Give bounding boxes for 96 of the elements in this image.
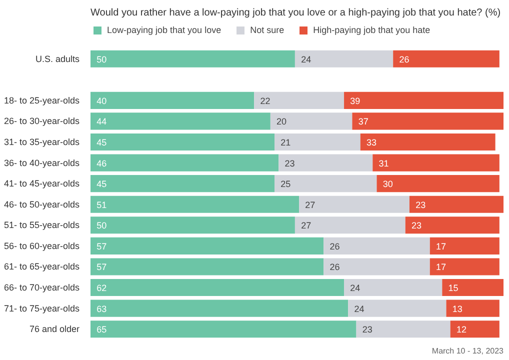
y-tick-label: 51- to 55-year-olds [4,220,80,230]
data-label: 23 [362,324,372,335]
text: March 10 - 13, 2023 [432,346,504,356]
bar [90,50,295,68]
data-label: 31 [378,158,389,168]
bar [324,258,430,276]
data-label: 44 [96,116,107,127]
bar [90,112,270,130]
bar [393,50,500,68]
data-label: 40 [96,96,107,106]
y-tick-label: 71- to 75-year-olds [4,303,80,314]
bar [446,300,500,317]
data-label: 21 [280,138,291,148]
y-tick-label: 26- to 30-year-olds [4,116,80,126]
y-tick-label: 76 and older [29,324,80,334]
data-label: 57 [96,241,107,252]
data-label: 26 [330,241,340,252]
data-label: 23 [411,220,422,231]
data-label: 33 [366,138,377,148]
bar [270,112,352,130]
bar [90,320,356,338]
bar [90,175,275,192]
y-tick-label: 61- to 65-year-olds [4,262,80,272]
data-label: 24 [301,54,312,64]
y-tick-label: 31- to 35-year-olds [4,137,80,147]
bar [430,258,500,276]
y-tick-label: 18- to 25-year-olds [4,95,80,106]
bar [450,320,500,338]
bar [409,196,504,213]
data-label: 50 [96,220,107,231]
data-label: 13 [452,304,462,314]
bar [90,133,275,151]
bar [344,279,442,296]
bar [294,216,406,234]
bar [90,237,324,254]
y-tick-label: 36- to 40-year-olds [4,158,80,168]
data-label: 23 [284,158,295,168]
data-label: 23 [416,200,426,210]
data-label: 65 [96,324,107,335]
bar [344,92,504,109]
bar [372,154,500,172]
bar [430,237,500,254]
bar [90,216,295,234]
bar [360,133,496,151]
data-label: 17 [436,262,446,272]
bar [352,112,504,130]
data-label: 24 [350,283,360,294]
data-label: 26 [399,54,410,64]
bar [90,258,324,276]
bar [90,92,254,109]
bar [90,300,348,317]
data-label: 45 [96,138,107,148]
bar [278,154,373,172]
data-label: 50 [96,54,107,64]
data-label: 45 [96,179,107,190]
bar [442,279,504,296]
bar [90,196,300,213]
bar [324,237,430,254]
legend-label: High-paying job that you hate [313,25,430,35]
y-tick-label: 41- to 45-year-olds [4,178,80,189]
data-label: 27 [301,220,312,231]
data-label: 62 [96,283,107,294]
data-label: 20 [276,116,287,127]
bar [348,300,446,317]
data-label: 24 [354,304,364,314]
data-label: 57 [96,262,107,272]
bar [254,92,344,109]
data-label: 39 [350,96,360,106]
data-label: 17 [436,241,446,252]
data-label: 12 [456,324,466,335]
bar [376,175,500,192]
data-label: 37 [358,116,368,127]
bar [294,50,394,68]
bar [405,216,500,234]
data-label: 51 [96,200,107,210]
data-label: 46 [96,158,107,168]
data-label: 25 [280,179,291,190]
legend-label: Not sure [250,25,284,35]
chart-title: Would you rather have a low-paying job that you love or a high-paying job that you hate? (%) [90,8,501,18]
y-tick-label: U.S. adults [35,54,80,64]
bar [299,196,410,213]
y-tick-label: 46- to 50-year-olds [4,199,80,210]
legend-label: Low-paying job that you love [107,25,222,35]
y-tick-label: 66- to 70-year-olds [4,282,80,293]
bar [274,133,360,151]
data-label: 30 [382,179,393,190]
bar [90,279,344,296]
bar [356,320,450,338]
data-label: 63 [96,304,107,314]
data-label: 15 [448,283,458,294]
data-label: 27 [305,200,316,210]
data-label: 22 [260,96,270,106]
y-tick-label: 56- to 60-year-olds [4,240,80,251]
bar [90,154,279,172]
bar [274,175,377,192]
data-label: 26 [330,262,340,272]
